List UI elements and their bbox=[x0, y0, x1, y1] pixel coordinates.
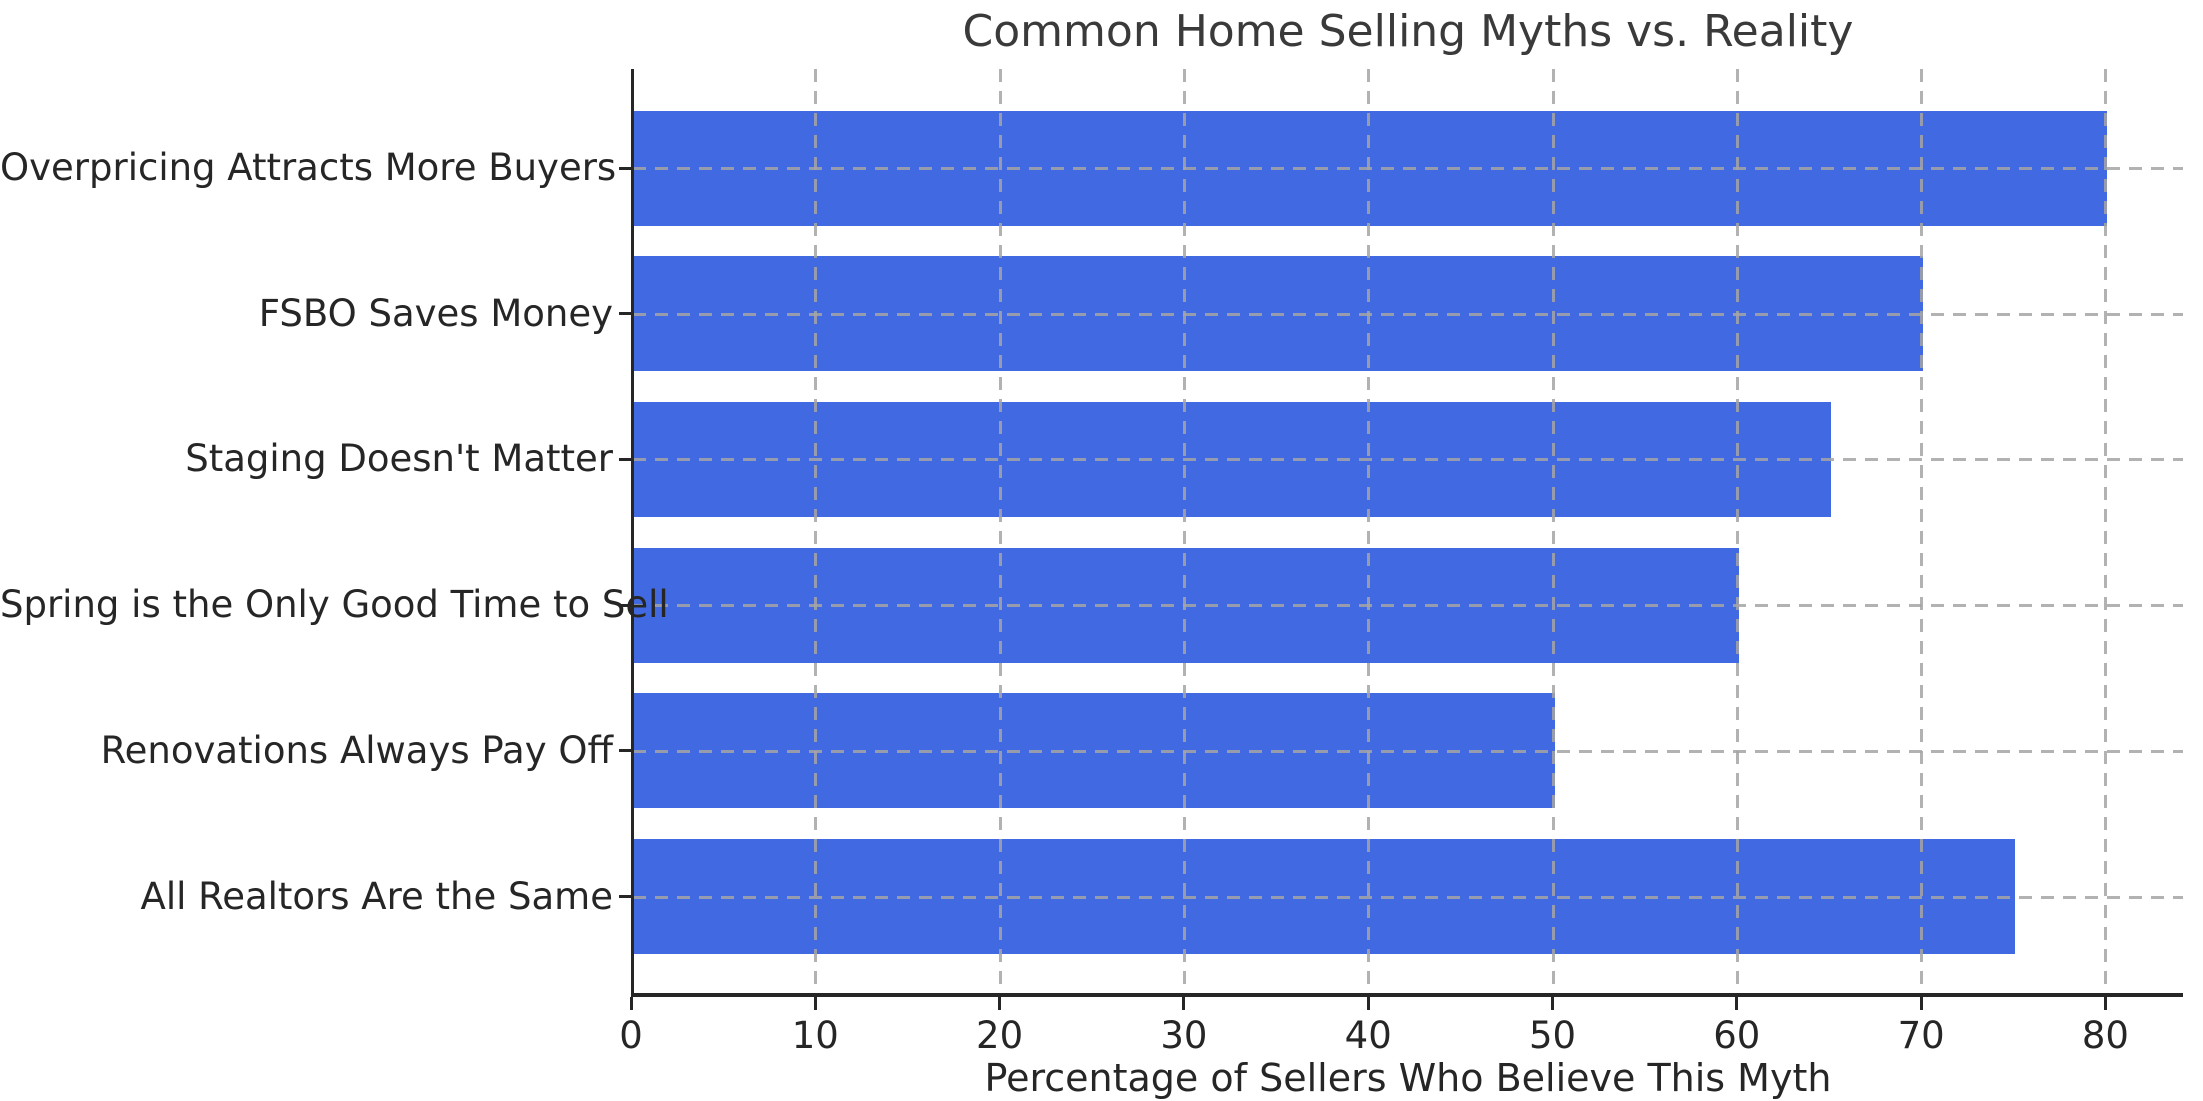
x-tick-mark bbox=[1735, 997, 1739, 1010]
x-tick-label: 0 bbox=[619, 1014, 643, 1057]
y-tick-label: Renovations Always Pay Off bbox=[100, 728, 613, 772]
x-tick-label: 80 bbox=[2081, 1014, 2129, 1057]
v-gridline bbox=[2104, 69, 2108, 993]
x-tick-label: 70 bbox=[1897, 1014, 1945, 1057]
x-tick-label: 10 bbox=[791, 1014, 839, 1057]
v-gridline bbox=[1735, 69, 1739, 993]
x-tick-mark bbox=[1551, 997, 1555, 1010]
x-tick-label: 60 bbox=[1713, 1014, 1761, 1057]
x-tick-label: 30 bbox=[1160, 1014, 1208, 1057]
x-tick-label: 50 bbox=[1528, 1014, 1577, 1057]
y-tick-mark bbox=[619, 895, 631, 898]
y-tick-mark bbox=[619, 749, 631, 753]
v-gridline bbox=[1182, 69, 1186, 993]
y-tick-mark bbox=[619, 312, 631, 316]
h-gridline bbox=[633, 458, 2183, 462]
h-gridline bbox=[633, 312, 2183, 316]
x-tick-label: 20 bbox=[976, 1014, 1024, 1057]
x-tick-mark bbox=[1919, 997, 1923, 1010]
y-axis-spine bbox=[631, 69, 634, 997]
chart-title: Common Home Selling Myths vs. Reality bbox=[962, 6, 1854, 57]
y-tick-label: FSBO Saves Money bbox=[258, 291, 613, 335]
x-tick-mark bbox=[1182, 997, 1186, 1010]
y-tick-mark bbox=[619, 166, 631, 170]
x-tick-mark bbox=[813, 997, 817, 1010]
x-axis-label: Percentage of Sellers Who Believe This M… bbox=[984, 1056, 1832, 1100]
x-tick-mark bbox=[998, 997, 1002, 1010]
h-gridline bbox=[633, 604, 2183, 608]
x-tick-mark bbox=[1366, 997, 1370, 1010]
y-tick-label: Staging Doesn't Matter bbox=[185, 437, 613, 481]
y-tick-mark bbox=[619, 603, 631, 607]
y-tick-label: All Realtors Are the Same bbox=[140, 874, 613, 918]
v-gridline bbox=[814, 69, 818, 993]
plot-area bbox=[631, 69, 2183, 993]
x-axis-spine bbox=[631, 993, 2183, 997]
v-gridline bbox=[1920, 69, 1924, 993]
h-gridline bbox=[633, 895, 2183, 899]
x-tick-mark bbox=[2103, 997, 2107, 1010]
y-tick-label: Overpricing Attracts More Buyers bbox=[0, 146, 617, 189]
v-gridline bbox=[998, 69, 1002, 993]
x-tick-mark bbox=[629, 997, 633, 1010]
y-tick-mark bbox=[619, 457, 631, 461]
y-tick-label: Spring is the Only Good Time to Sell bbox=[0, 583, 669, 627]
h-gridline bbox=[633, 749, 2183, 753]
h-gridline bbox=[633, 167, 2183, 170]
v-gridline bbox=[1551, 69, 1555, 993]
v-gridline bbox=[1367, 69, 1371, 993]
x-tick-label: 40 bbox=[1344, 1014, 1392, 1057]
